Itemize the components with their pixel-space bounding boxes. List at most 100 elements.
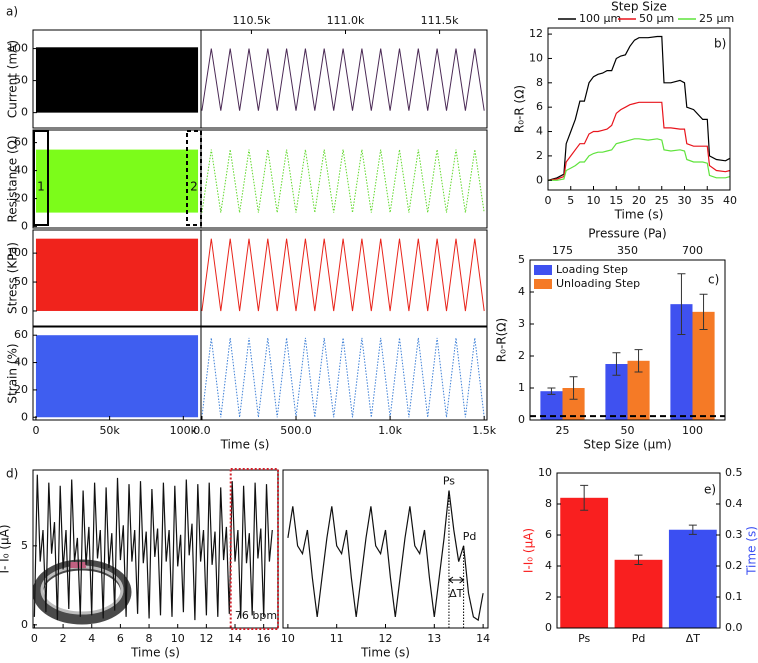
y-tick-label: 50	[14, 74, 28, 87]
y-tick-label: 20	[14, 192, 28, 205]
x-axis-label: Step Size (μm)	[583, 438, 671, 452]
bar	[668, 529, 717, 628]
x-tick-label: 110.5k	[232, 14, 270, 27]
x-axis-label: Time (s)	[220, 438, 270, 452]
x-tick-label: 111.0k	[327, 14, 365, 27]
x-tick-label: 40	[723, 194, 737, 207]
y-tick-label: 0	[545, 621, 552, 634]
region-label: 2	[190, 180, 198, 194]
legend-title: Step Size	[611, 0, 667, 14]
x-tick-label: 0	[31, 632, 38, 645]
bar	[670, 304, 693, 420]
y-tick-label: 6	[545, 528, 552, 541]
plot-frame	[200, 326, 488, 421]
y-axis-label: I-I₀ (μA)	[522, 528, 536, 573]
y-tick-label: 2	[518, 349, 525, 362]
bar	[627, 360, 650, 420]
y-tick-label: 0	[21, 220, 28, 233]
x-tick-label: 15	[609, 194, 623, 207]
error-bar	[547, 387, 556, 395]
bar	[614, 559, 663, 628]
y-axis-label: Stress (KPa)	[6, 242, 20, 314]
x-tick-label: 6	[117, 632, 124, 645]
error-bar	[677, 273, 686, 336]
region-box	[33, 130, 49, 226]
data-line	[547, 101, 731, 181]
y-tick-label: 5	[518, 253, 525, 266]
x-tick-label: 11	[330, 632, 344, 645]
x-tick-label: 0.0	[193, 424, 211, 437]
panel-label: b)	[714, 37, 726, 51]
x-tick-label: 500.0	[280, 424, 312, 437]
x-tick-label: 100	[682, 424, 703, 437]
y-tick-label: 8	[545, 497, 552, 510]
x-tick-label: 1.0k	[378, 424, 402, 437]
x-tick-label: 10	[587, 194, 601, 207]
y-tick-label: 4	[518, 285, 525, 298]
x-tick-label: 20	[632, 194, 646, 207]
x-tick-label: 50	[621, 424, 635, 437]
data-line	[547, 35, 731, 181]
top-tick-label: 350	[617, 244, 638, 257]
y-tick-label: 0	[21, 618, 28, 631]
y-tick-label: 60	[14, 136, 28, 149]
signal-band	[35, 335, 199, 418]
x-tick-label: 14	[228, 632, 242, 645]
y-tick-label: 6	[536, 100, 543, 113]
y-axis-label: Strain (%)	[6, 343, 20, 403]
x-tick-label: 100k	[170, 424, 198, 437]
data-line	[548, 138, 731, 181]
x-tick-label: Pd	[632, 632, 646, 645]
x-tick-label: 5	[567, 194, 574, 207]
y-tick-label: 50	[14, 275, 28, 288]
y-tick-label: 0	[21, 106, 28, 119]
y-axis-label: Resistance (Ω)	[6, 135, 20, 222]
x-tick-label: 13	[427, 632, 441, 645]
legend-label: Loading Step	[556, 263, 628, 276]
x-tick-label: 10	[171, 632, 185, 645]
legend-label: 25 μm	[699, 12, 734, 25]
y-tick-label: 20	[14, 383, 28, 396]
error-bar	[634, 554, 643, 565]
x-tick-label: Ps	[578, 632, 590, 645]
y-tick-label: 40	[14, 356, 28, 369]
annotation: ΔT	[449, 587, 464, 600]
panel-label: a)	[6, 5, 18, 19]
y-tick-label: 0.2	[725, 559, 743, 572]
data-line	[33, 474, 273, 621]
plot-frame	[200, 229, 488, 327]
y-tick-label: 2	[536, 149, 543, 162]
top-axis-label: Pressure (Pa)	[588, 227, 666, 241]
error-bar	[634, 349, 643, 373]
x-tick-label: 25	[655, 194, 669, 207]
legend-swatch	[534, 279, 552, 289]
x-tick-label: 35	[700, 194, 714, 207]
x-tick-label: ΔT	[686, 632, 701, 645]
x-tick-label: 0	[545, 194, 552, 207]
annotation: Pd	[463, 530, 477, 543]
y-tick-label: 0.3	[725, 528, 743, 541]
y-tick-label: 2	[545, 590, 552, 603]
y-tick-label: 10	[529, 51, 543, 64]
plot-frame	[200, 29, 488, 129]
x-axis-label: Time (s)	[614, 208, 664, 222]
x-tick-label: 8	[146, 632, 153, 645]
y-tick-label: 40	[14, 164, 28, 177]
annotation: Ps	[443, 475, 455, 488]
annotation: 76 bpm	[235, 609, 277, 622]
error-bar	[580, 484, 589, 511]
bar	[562, 388, 585, 420]
x-axis-label: Time (s)	[130, 646, 180, 660]
y-axis-label: R₀-R (Ω)	[513, 85, 527, 133]
data-line	[287, 490, 484, 622]
y-tick-label: 0	[21, 304, 28, 317]
panel-label: c)	[708, 273, 719, 287]
y-tick-label: 10	[538, 466, 552, 479]
top-tick-label: 175	[552, 244, 573, 257]
y-tick-label: 0	[21, 410, 28, 423]
error-bar	[699, 293, 708, 330]
bar	[605, 364, 628, 420]
error-bar	[569, 376, 578, 400]
error-bar	[612, 352, 621, 376]
